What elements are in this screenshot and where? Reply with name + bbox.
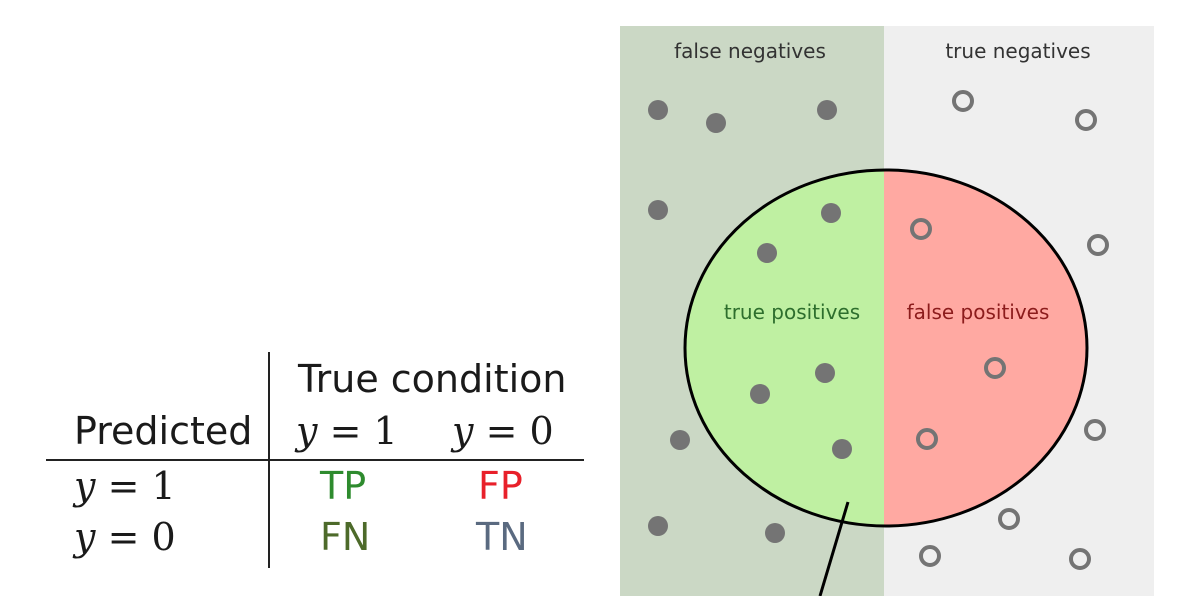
relevant-element-dot [817,100,837,120]
confusion-matrix: True condition Predicted y = 1 y = 0 y =… [46,352,584,568]
relevant-element-dot [750,384,770,404]
precision-recall-diagram: false negatives true negatives true posi… [620,26,1154,596]
irrelevant-element-rings [910,90,1109,570]
relevant-element-dot [757,243,777,263]
false-positive-cell: FP [478,464,523,508]
table-horizontal-divider [46,459,584,461]
irrelevant-element-ring [952,90,974,112]
irrelevant-element-ring [1084,419,1106,441]
false-negatives-label: false negatives [674,39,826,63]
irrelevant-element-ring [919,545,941,567]
relevant-element-dots [648,100,852,543]
relevant-element-dot [832,439,852,459]
true-negatives-label: true negatives [945,39,1090,63]
relevant-element-dot [821,203,841,223]
false-negative-cell: FN [320,515,371,559]
relevant-element-dot [815,363,835,383]
true-positive-cell: TP [320,464,367,508]
irrelevant-element-ring [910,218,932,240]
relevant-element-dot [648,100,668,120]
selected-elements-outline [683,168,1089,528]
true-positives-region [685,170,884,526]
irrelevant-element-ring [1069,548,1091,570]
predicted-header: Predicted [74,409,253,453]
relevant-element-dot [706,113,726,133]
irrelevant-element-ring [984,357,1006,379]
irrelevant-element-ring [1087,234,1109,256]
true-negative-cell: TN [476,515,528,559]
irrelevant-element-ring [998,508,1020,530]
relevant-element-dot [648,200,668,220]
column-header-y-equals-1: y = 1 [296,409,398,453]
magnifier-handle [818,501,850,596]
true-condition-header: True condition [298,357,567,401]
row-header-y-equals-1: y = 1 [74,464,176,508]
row-header-y-equals-0: y = 0 [74,515,176,559]
irrelevant-element-ring [1075,109,1097,131]
true-positives-label: true positives [724,300,860,324]
relevant-element-dot [765,523,785,543]
column-header-y-equals-0: y = 0 [452,409,554,453]
irrelevant-element-ring [916,428,938,450]
relevant-element-dot [648,516,668,536]
false-positives-label: false positives [907,300,1050,324]
relevant-element-dot [670,430,690,450]
